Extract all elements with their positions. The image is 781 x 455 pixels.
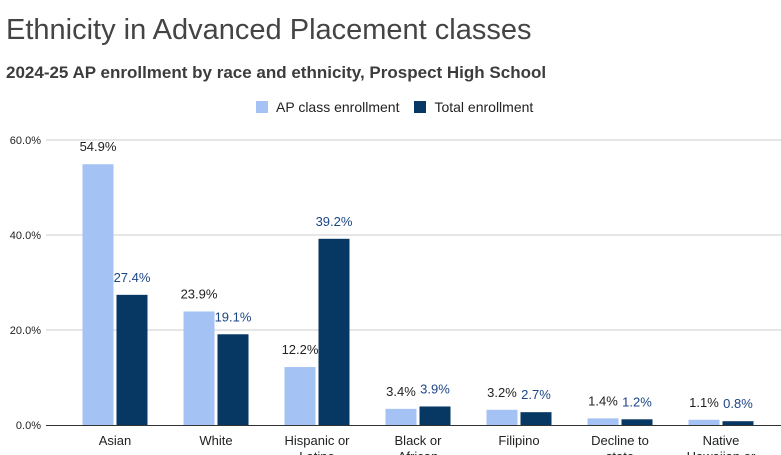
legend-label-total: Total enrollment	[434, 99, 534, 115]
data-label-ap: 1.1%	[689, 395, 719, 410]
data-label-total: 2.7%	[521, 387, 551, 402]
bar-ap-enrollment	[82, 164, 114, 425]
legend: AP class enrollment Total enrollment	[256, 99, 548, 115]
chart-subtitle: 2024-25 AP enrollment by race and ethnic…	[6, 63, 547, 82]
y-tick-label: 60.0%	[10, 135, 41, 147]
data-label-ap: 3.2%	[487, 385, 517, 400]
legend-label-ap: AP class enrollment	[276, 99, 400, 115]
data-label-total: 19.1%	[215, 309, 252, 324]
bar-ap-enrollment	[486, 409, 518, 425]
bar-total-enrollment	[621, 419, 653, 425]
legend-item-total: Total enrollment	[414, 99, 533, 115]
data-label-ap: 54.9%	[80, 139, 117, 154]
x-tick-label: Asian	[99, 433, 132, 448]
bar-total-enrollment	[217, 334, 249, 425]
x-tick-label: Hispanic orLatino	[284, 433, 350, 455]
x-tick-label: Decline tostate	[591, 433, 649, 455]
data-label-ap: 3.4%	[386, 384, 416, 399]
data-label-total: 1.2%	[622, 394, 652, 409]
data-label-ap: 23.9%	[181, 286, 218, 301]
bar-total-enrollment	[520, 412, 552, 425]
data-label-ap: 12.2%	[282, 342, 319, 357]
bar-total-enrollment	[318, 238, 350, 425]
bar-ap-enrollment	[385, 408, 417, 425]
data-label-total: 3.9%	[420, 381, 450, 396]
y-tick-label: 40.0%	[10, 230, 41, 242]
data-label-total: 39.2%	[316, 214, 353, 229]
legend-swatch-ap	[256, 101, 268, 113]
x-tick-label: NativeHawaiian or	[687, 433, 756, 455]
bar-total-enrollment	[419, 406, 451, 425]
bar-total-enrollment	[116, 294, 148, 425]
x-tick-label: White	[199, 433, 232, 448]
data-label-total: 27.4%	[114, 270, 151, 285]
bar-ap-enrollment	[587, 418, 619, 425]
y-tick-label: 20.0%	[10, 325, 41, 337]
x-tick-label: Black orAfrican	[395, 433, 443, 455]
legend-item-ap: AP class enrollment	[256, 99, 399, 115]
bar-ap-enrollment	[284, 367, 316, 425]
bar-ap-enrollment	[688, 419, 720, 425]
data-label-total: 0.8%	[723, 396, 753, 411]
data-label-ap: 1.4%	[588, 393, 618, 408]
chart-title: Ethnicity in Advanced Placement classes	[6, 14, 532, 46]
y-tick-label: 0.0%	[16, 420, 41, 432]
bar-ap-enrollment	[183, 311, 215, 425]
bar-total-enrollment	[722, 421, 754, 425]
x-tick-label: Filipino	[498, 433, 539, 448]
legend-swatch-total	[414, 101, 427, 113]
